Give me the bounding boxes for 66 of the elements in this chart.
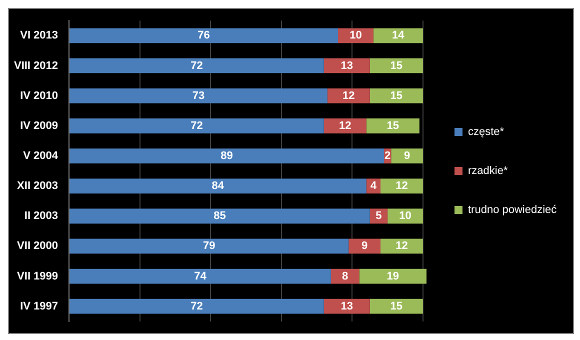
- bar: [388, 208, 423, 224]
- y-tick-label: VII 1999: [17, 270, 58, 282]
- bar: [70, 28, 338, 44]
- data-label: 12: [342, 90, 355, 102]
- bar: [70, 88, 328, 104]
- bar: [373, 28, 423, 44]
- legend-label: częste*: [468, 126, 505, 138]
- data-label: 10: [350, 30, 362, 42]
- y-tick-label: VIII 2012: [14, 60, 58, 72]
- data-label: 72: [190, 60, 203, 72]
- bar: [324, 298, 370, 314]
- data-label: 14: [392, 30, 406, 42]
- data-label: 74: [194, 270, 208, 282]
- data-label: 10: [399, 210, 412, 222]
- bar: [380, 178, 423, 194]
- y-tick-label: VII 2000: [17, 240, 58, 252]
- data-label: 15: [390, 90, 403, 102]
- y-tick-label: V 2004: [23, 150, 59, 162]
- bar: [324, 118, 366, 134]
- data-label: 76: [198, 30, 210, 42]
- y-tick-label: IV 2010: [20, 90, 58, 102]
- data-label: 13: [340, 300, 353, 312]
- data-label: 89: [220, 150, 233, 162]
- bar: [70, 58, 324, 74]
- data-label: 85: [214, 210, 226, 222]
- data-label: 79: [202, 240, 216, 252]
- bar: [70, 148, 384, 164]
- bar: [348, 238, 380, 254]
- data-label: 15: [386, 120, 399, 132]
- data-label: 2: [384, 150, 391, 162]
- data-label: 15: [390, 60, 403, 72]
- legend-label: rzadkie*: [468, 165, 508, 178]
- data-label: 5: [376, 210, 382, 222]
- bar: [359, 268, 426, 284]
- bar: [70, 178, 366, 194]
- bar: [70, 298, 324, 314]
- data-label: 72: [190, 120, 203, 132]
- data-label: 19: [386, 270, 399, 282]
- data-label: 13: [340, 60, 353, 72]
- bar: [70, 118, 324, 134]
- bar: [370, 58, 423, 74]
- data-label: 12: [338, 120, 352, 132]
- data-label: 15: [390, 300, 403, 312]
- y-tick-label: IV 1997: [20, 300, 58, 312]
- y-tick-label: II 2003: [24, 210, 58, 222]
- data-label: 9: [362, 240, 368, 252]
- data-label: 9: [404, 150, 410, 162]
- data-label: 12: [396, 180, 408, 192]
- y-tick-label: IV 2009: [20, 120, 58, 132]
- data-label: 72: [190, 300, 203, 312]
- bar: [370, 298, 423, 314]
- bar: [338, 28, 374, 44]
- y-tick-label: VI 2013: [20, 30, 58, 42]
- bar: [70, 268, 331, 284]
- bar: [70, 238, 349, 254]
- data-label: 73: [192, 90, 205, 102]
- data-label: 12: [396, 240, 408, 252]
- bar: [70, 208, 370, 224]
- data-label: 4: [370, 180, 378, 192]
- data-label: 8: [342, 270, 348, 282]
- y-tick-label: XII 2003: [17, 180, 58, 192]
- bar: [370, 88, 423, 104]
- bar: [391, 148, 423, 164]
- bar: [366, 118, 420, 134]
- data-label: 84: [212, 180, 225, 192]
- legend-label: trudno powiedzieć: [468, 204, 558, 216]
